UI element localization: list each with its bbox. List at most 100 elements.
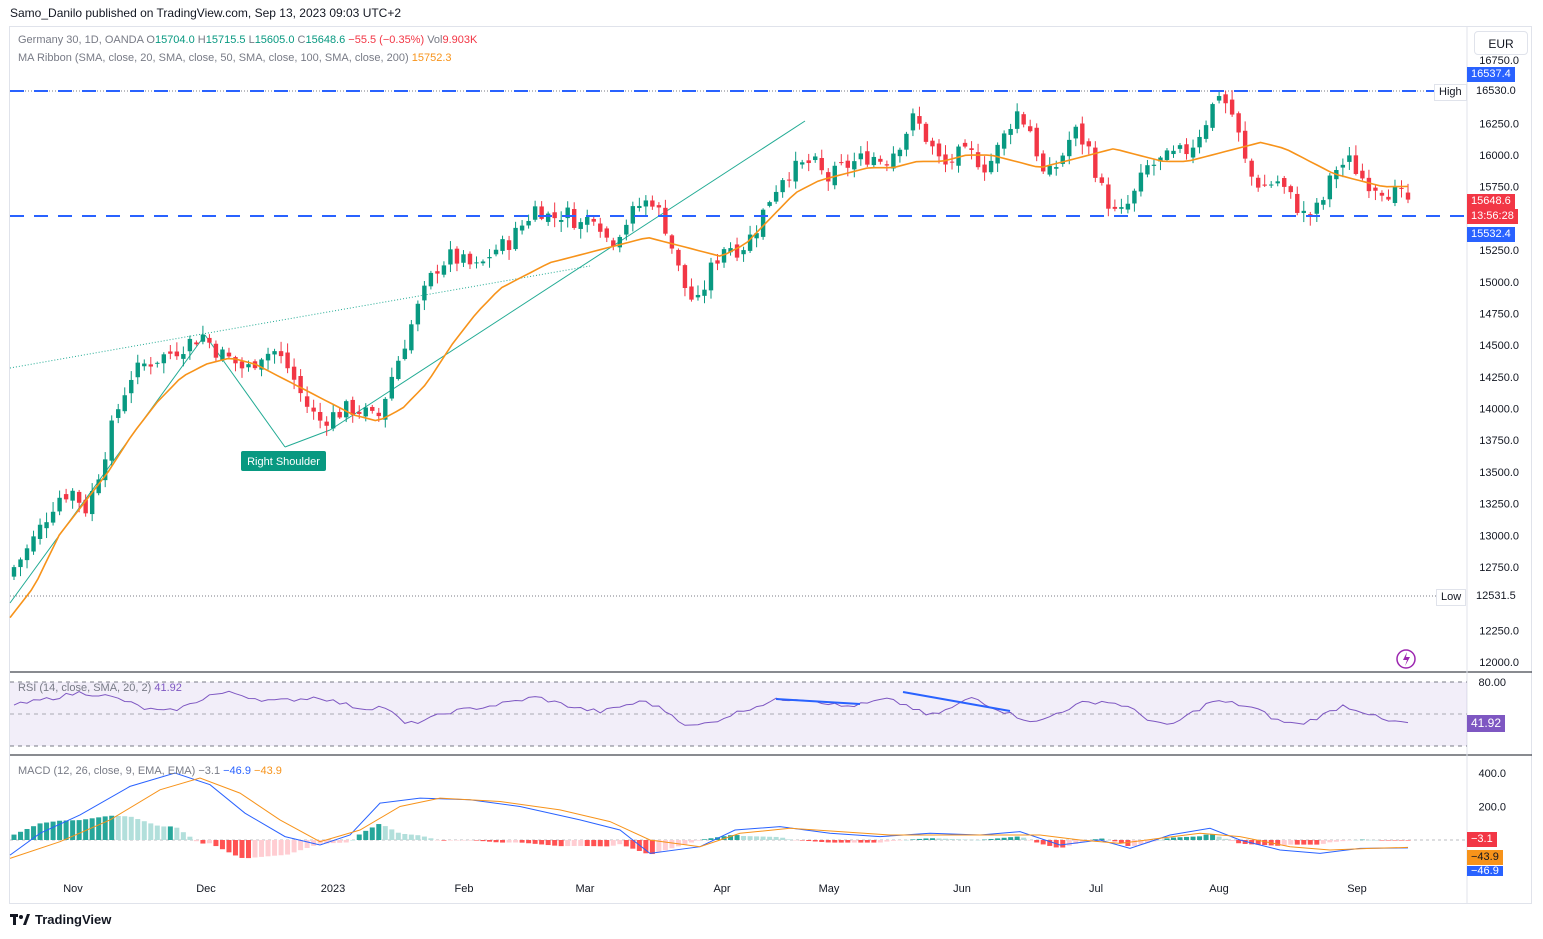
candle-body[interactable]: [558, 220, 564, 222]
candle-body[interactable]: [37, 524, 43, 539]
candle-body[interactable]: [298, 376, 303, 394]
candle-body[interactable]: [695, 294, 701, 298]
candle-body[interactable]: [500, 239, 505, 251]
candle-body[interactable]: [572, 209, 577, 228]
candle-body[interactable]: [220, 349, 225, 361]
candle-body[interactable]: [396, 360, 401, 380]
candle-body[interactable]: [57, 497, 62, 512]
candle-body[interactable]: [1021, 114, 1026, 125]
candle-body[interactable]: [454, 248, 460, 264]
candle-body[interactable]: [1275, 181, 1280, 184]
symbol-legend[interactable]: Germany 30, 1D, OANDA O15704.0 H15715.5 …: [18, 34, 477, 46]
candle-body[interactable]: [181, 354, 186, 359]
support-price-tag[interactable]: 15532.4: [1467, 227, 1515, 242]
candle-body[interactable]: [493, 249, 499, 255]
candle-body[interactable]: [982, 164, 987, 173]
candle-body[interactable]: [878, 158, 883, 162]
candle-body[interactable]: [975, 152, 981, 168]
candle-body[interactable]: [415, 303, 421, 325]
candle-body[interactable]: [624, 224, 629, 235]
candle-body[interactable]: [852, 161, 857, 170]
candle-body[interactable]: [1255, 177, 1261, 188]
candle-body[interactable]: [1360, 170, 1365, 179]
candle-body[interactable]: [1067, 139, 1072, 157]
candle-body[interactable]: [474, 262, 479, 264]
candle-body[interactable]: [213, 343, 219, 358]
candle-body[interactable]: [734, 244, 740, 258]
candle-body[interactable]: [233, 357, 238, 364]
candle-body[interactable]: [760, 209, 766, 237]
candle-body[interactable]: [1125, 203, 1131, 210]
candle-body[interactable]: [239, 361, 245, 369]
candle-body[interactable]: [344, 401, 349, 418]
candle-body[interactable]: [891, 153, 896, 169]
candle-body[interactable]: [76, 491, 82, 503]
rsi-divergence-2[interactable]: [902, 691, 1011, 712]
candle-body[interactable]: [1054, 167, 1059, 169]
resistance-price-tag[interactable]: 16537.4: [1467, 67, 1515, 82]
candle-body[interactable]: [467, 253, 473, 265]
candle-body[interactable]: [1314, 202, 1320, 214]
candle-body[interactable]: [226, 352, 232, 357]
time-axis[interactable]: Nov Dec 2023 Feb Mar Apr May Jun Jul Aug Sep: [63, 883, 1367, 895]
right-shoulder-label[interactable]: Right Shoulder: [241, 451, 326, 471]
candle-body[interactable]: [1190, 147, 1196, 158]
candle-body[interactable]: [1008, 128, 1013, 135]
candle-body[interactable]: [1184, 144, 1189, 155]
candle-body[interactable]: [1216, 96, 1222, 101]
candle-body[interactable]: [70, 490, 75, 501]
candle-body[interactable]: [650, 200, 655, 207]
candle-body[interactable]: [116, 409, 121, 418]
candle-body[interactable]: [715, 260, 720, 264]
candle-body[interactable]: [663, 207, 668, 234]
candle-body[interactable]: [832, 165, 837, 186]
candle-body[interactable]: [135, 362, 140, 378]
candle-body[interactable]: [1405, 192, 1411, 200]
candle-body[interactable]: [637, 205, 642, 208]
candle-body[interactable]: [604, 228, 609, 238]
candle-body[interactable]: [428, 272, 434, 287]
candle-body[interactable]: [1073, 126, 1078, 139]
candle-body[interactable]: [539, 206, 544, 219]
candle-body[interactable]: [487, 257, 492, 259]
candle-body[interactable]: [1132, 190, 1137, 204]
candle-body[interactable]: [897, 149, 903, 157]
candle-body[interactable]: [441, 265, 447, 275]
candle-body[interactable]: [721, 249, 727, 263]
candle-body[interactable]: [1047, 165, 1052, 175]
candle-body[interactable]: [513, 227, 518, 250]
candle-body[interactable]: [102, 459, 108, 481]
candle-body[interactable]: [1321, 200, 1326, 205]
candle-body[interactable]: [904, 133, 909, 150]
candle-body[interactable]: [1262, 184, 1267, 186]
candle-body[interactable]: [767, 202, 772, 206]
rsi-axis[interactable]: 80.00: [1478, 677, 1506, 689]
candle-body[interactable]: [799, 162, 805, 165]
candle-body[interactable]: [591, 218, 596, 222]
candle-body[interactable]: [89, 491, 95, 515]
candle-body[interactable]: [506, 240, 512, 250]
candle-body[interactable]: [31, 536, 36, 552]
candle-body[interactable]: [656, 205, 662, 208]
candle-body[interactable]: [780, 180, 785, 193]
candle-body[interactable]: [1340, 164, 1346, 168]
price-axis[interactable]: 16750.0 16250.0 16000.0 15750.0 15250.0 15000…: [1479, 55, 1519, 669]
candle-body[interactable]: [194, 342, 199, 345]
candle-body[interactable]: [1001, 133, 1007, 149]
candle-body[interactable]: [304, 396, 310, 407]
candle-body[interactable]: [1379, 192, 1385, 196]
candle-body[interactable]: [259, 359, 264, 370]
candle-body[interactable]: [943, 154, 948, 165]
candle-body[interactable]: [1041, 153, 1046, 172]
candle-body[interactable]: [1223, 94, 1228, 104]
candle-body[interactable]: [676, 249, 681, 266]
candle-body[interactable]: [11, 567, 17, 577]
candle-body[interactable]: [1295, 193, 1300, 213]
candle-body[interactable]: [376, 412, 381, 417]
candle-body[interactable]: [1151, 164, 1157, 166]
macd-legend[interactable]: MACD (12, 26, close, 9, EMA, EMA) −3.1 −…: [18, 765, 282, 777]
rsi-line[interactable]: [13, 690, 1409, 726]
candle-body[interactable]: [526, 220, 531, 226]
candle-body[interactable]: [285, 352, 290, 369]
candle-body[interactable]: [1236, 113, 1241, 133]
